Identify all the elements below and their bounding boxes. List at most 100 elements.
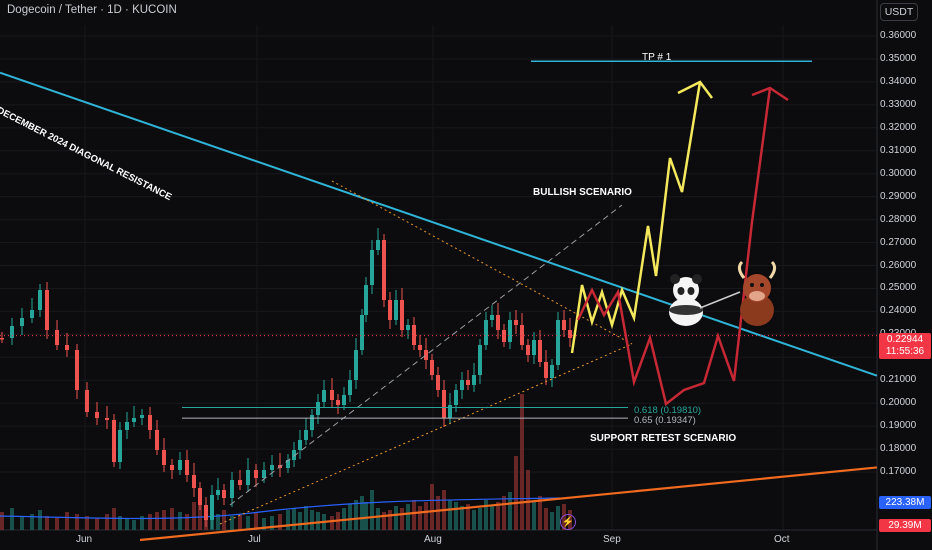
volume-bar	[278, 514, 282, 530]
bull-horn	[768, 260, 777, 279]
candle-body	[30, 310, 34, 318]
candle-body	[460, 380, 464, 390]
volume-bar	[388, 510, 392, 530]
candle-body	[310, 415, 314, 430]
bull-eye	[760, 283, 764, 287]
candle-body	[316, 402, 320, 415]
candle-body	[85, 390, 89, 412]
candle-body	[526, 345, 530, 355]
price-tick-label: 0.28000	[880, 213, 917, 225]
volume-bar	[348, 504, 352, 530]
volume-bar	[75, 514, 79, 530]
panda-arms	[669, 305, 703, 315]
candle-body	[568, 330, 572, 338]
volume-bar	[502, 496, 506, 530]
volume-bar	[316, 512, 320, 530]
price-tick-label: 0.25000	[880, 282, 917, 294]
price-value: 0.22944	[886, 334, 924, 345]
time-tick-label: Sep	[603, 534, 621, 545]
candle-body	[466, 380, 470, 385]
volume-bar	[330, 516, 334, 530]
candle-body	[412, 325, 416, 345]
candle-body	[118, 430, 122, 462]
volume-tag: 29.39M	[879, 519, 931, 532]
volume-bar	[354, 500, 358, 530]
candle-body	[140, 415, 144, 418]
candle-body	[442, 390, 446, 418]
candle-body	[55, 330, 59, 345]
flash-icon[interactable]: ⚡	[560, 514, 576, 530]
drawings	[0, 60, 878, 542]
candle-body	[490, 315, 494, 320]
volume-bar	[484, 500, 488, 530]
candle-body	[370, 250, 374, 285]
candle-body	[388, 300, 392, 320]
candle-body	[210, 495, 214, 520]
volume-bar	[216, 514, 220, 530]
candle-body	[222, 490, 226, 498]
volume-bar	[155, 512, 159, 530]
candle-body	[406, 325, 410, 330]
volume-bar	[448, 500, 452, 530]
volume-bar	[424, 502, 428, 530]
time-tick-label: Aug	[424, 534, 442, 545]
volume-bar	[246, 516, 250, 530]
candle-body	[170, 465, 174, 470]
volume-bar	[65, 512, 69, 530]
volume-bar	[10, 508, 14, 530]
volume-bar	[436, 496, 440, 530]
currency-button[interactable]: USDT	[880, 3, 918, 21]
tp-label: TP # 1	[642, 52, 672, 63]
candle-body	[10, 326, 14, 338]
volume-bar	[520, 394, 524, 530]
wedge-upper-line	[331, 180, 633, 345]
candle-body	[185, 460, 189, 475]
candle-body	[230, 480, 234, 498]
volume-bar	[262, 518, 266, 530]
price-tag: 0.22944 11:55:36	[879, 333, 931, 359]
volume-bar	[178, 512, 182, 530]
candle-body	[532, 340, 536, 355]
volume-bar	[55, 518, 59, 530]
candle-body	[538, 340, 542, 362]
candle-body	[496, 315, 500, 330]
candle-body	[436, 375, 440, 390]
panda-head	[673, 277, 699, 303]
time-tick-label: Oct	[774, 534, 790, 545]
candle-body	[418, 345, 422, 350]
candle-body	[45, 290, 49, 330]
candle-body	[298, 440, 302, 450]
price-tick-label: 0.20000	[880, 397, 917, 409]
candle-body	[360, 315, 364, 350]
candle-body	[95, 412, 99, 418]
candle-body	[348, 380, 352, 395]
candle-body	[286, 460, 290, 468]
candle-body	[562, 320, 566, 330]
candle-body	[0, 338, 4, 340]
bullish-scenario-label: BULLISH SCENARIO	[533, 187, 632, 198]
candle-body	[292, 450, 296, 460]
candle-body	[192, 475, 196, 488]
resistance-trendline	[0, 71, 878, 377]
candle-body	[520, 325, 524, 345]
volume-bar	[38, 510, 42, 530]
volume-bar	[286, 510, 290, 530]
countdown: 11:55:36	[885, 346, 925, 357]
volume-bar	[544, 508, 548, 530]
volume-bar	[304, 506, 308, 530]
candle-body	[254, 470, 258, 478]
candle-body	[238, 480, 242, 485]
volume-bar	[400, 508, 404, 530]
candle-body	[508, 320, 512, 342]
volume-bar	[230, 516, 234, 530]
candle-body	[246, 470, 250, 485]
volume-bar	[490, 506, 494, 530]
panda-eye-patch	[687, 287, 695, 295]
fib-65-label: 0.65 (0.19347)	[634, 415, 696, 426]
bull-eye	[750, 283, 754, 287]
candle-body	[304, 430, 308, 440]
candle-body	[105, 418, 109, 420]
volume-bar	[140, 516, 144, 530]
volume-bar	[412, 500, 416, 530]
